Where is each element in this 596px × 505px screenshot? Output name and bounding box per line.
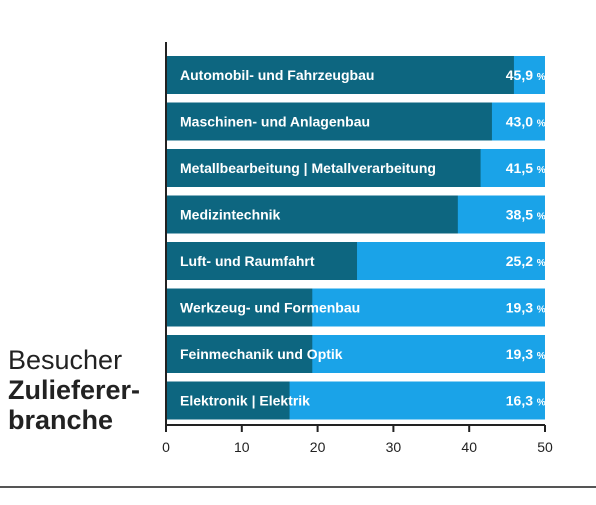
x-tick-label: 10 xyxy=(234,439,250,455)
x-tick-label: 30 xyxy=(386,439,402,455)
bar xyxy=(166,102,492,141)
x-tick-label: 50 xyxy=(537,439,553,455)
bar-category-label: Werkzeug- und Formenbau xyxy=(180,300,360,316)
bar-value-label: 43,0 xyxy=(506,114,533,130)
x-tick-label: 20 xyxy=(310,439,326,455)
bar-value-unit: % xyxy=(534,212,546,223)
bar-value-unit: % xyxy=(534,165,546,176)
bar-value-label: 45,9 xyxy=(506,67,533,83)
bar xyxy=(166,335,313,373)
bar-value-unit: % xyxy=(534,72,546,83)
bar-category-label: Maschinen- und Anlagenbau xyxy=(180,114,370,130)
bar-value-unit: % xyxy=(534,119,546,130)
bar-category-label: Luft- und Raumfahrt xyxy=(180,253,315,269)
bar-category-label: Elektronik | Elektrik xyxy=(180,393,310,409)
bar-category-label: Metallbearbeitung | Metallverarbeitung xyxy=(180,160,436,176)
bar xyxy=(166,195,458,234)
bar xyxy=(166,288,313,327)
bar xyxy=(166,242,358,280)
x-tick-label: 40 xyxy=(461,439,477,455)
bar xyxy=(166,149,481,187)
bar-value-unit: % xyxy=(534,258,546,269)
bar-value-label: 19,3 xyxy=(506,346,533,362)
bar-category-label: Feinmechanik und Optik xyxy=(180,346,343,362)
bar-value-label: 25,2 xyxy=(506,253,533,269)
bar-value-unit: % xyxy=(534,351,546,362)
bar-value-label: 16,3 xyxy=(506,393,533,409)
bar xyxy=(166,381,290,420)
bar-value-label: 19,3 xyxy=(506,300,533,316)
chart-title: Besucher Zulieferer- branche xyxy=(8,345,140,435)
bar-category-label: Automobil- und Fahrzeugbau xyxy=(180,67,374,83)
bar-value-label: 38,5 xyxy=(506,207,533,223)
bar-value-label: 41,5 xyxy=(506,160,533,176)
bar-category-label: Medizintechnik xyxy=(180,207,281,223)
x-tick-label: 0 xyxy=(162,439,170,455)
chart-title-line1: Besucher xyxy=(8,345,123,375)
chart-title-line2: Zulieferer- xyxy=(8,375,141,405)
chart-title-line3: branche xyxy=(8,405,114,435)
bar-value-unit: % xyxy=(534,305,546,316)
bar xyxy=(166,56,514,94)
bottom-divider xyxy=(0,486,596,488)
bar-value-unit: % xyxy=(534,398,546,409)
